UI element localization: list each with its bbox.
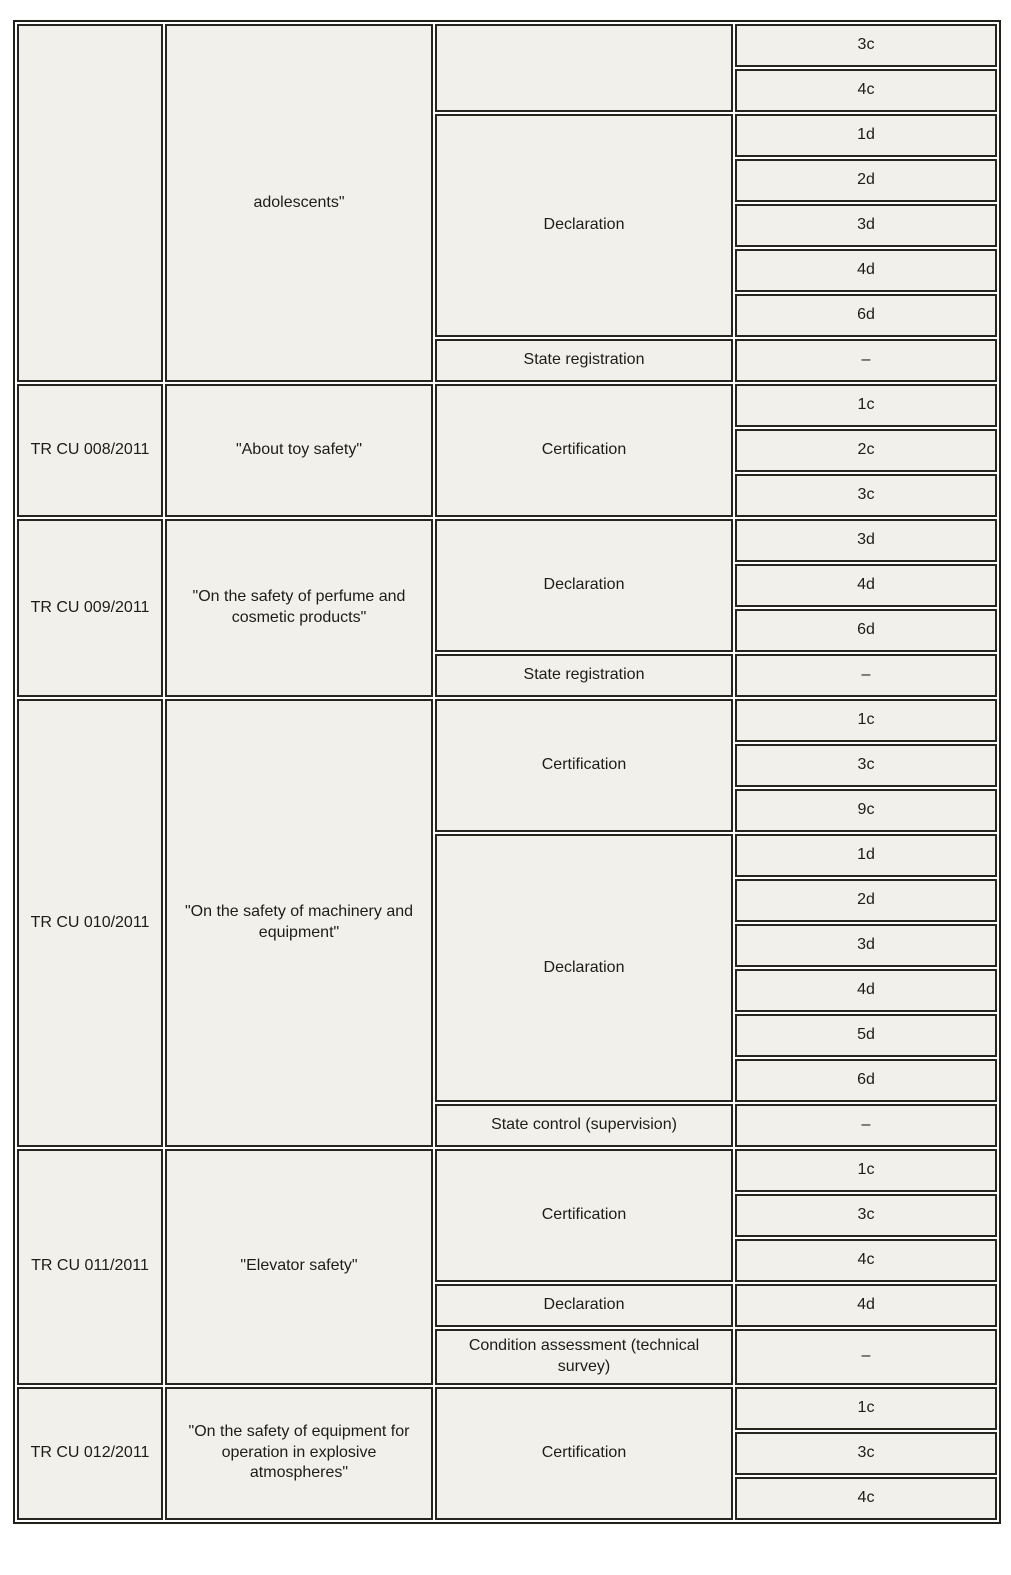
procedure-label: State registration <box>435 339 733 382</box>
procedure-list: Certification 1c 3c 9c Declaration 1d 2d 3d 4d 5d… <box>434 698 998 1148</box>
scheme-code: 4d <box>735 249 997 292</box>
regulation-group: TR CU 011/2011 "Elevator safety" Certifica… <box>16 1148 998 1386</box>
scheme-code: – <box>735 339 997 382</box>
regulation-code: TR CU 011/2011 <box>17 1149 163 1385</box>
scheme-code: 3d <box>735 204 997 247</box>
scheme-list: 1d 2d 3d 4d 5d 6d <box>734 833 998 1103</box>
scheme-list: – <box>734 338 998 383</box>
regulation-name: "On the safety of equipment for operatio… <box>165 1386 433 1520</box>
procedure-list: Certification 1c 3c 4c Declaration 4d Conditio… <box>434 1148 998 1386</box>
procedure-label: Certification <box>435 1386 733 1520</box>
scheme-code: 3d <box>735 924 997 967</box>
scheme-list: 3d 4d 6d <box>734 518 998 653</box>
procedure-label: Certification <box>435 384 733 517</box>
procedure-row: Declaration 1d 2d 3d 4d 6d <box>434 113 998 338</box>
scheme-list: 3c 4c <box>734 23 998 113</box>
regulation-code <box>17 24 163 382</box>
procedure-label: Declaration <box>435 1284 733 1327</box>
scheme-list: – <box>734 1328 998 1386</box>
procedure-row: Certification 1c 3c 4c <box>434 1148 998 1283</box>
regulation-group: TR CU 009/2011 "On the safety of perfume … <box>16 518 998 698</box>
procedure-label: Condition assessment (technical survey) <box>435 1329 733 1385</box>
scheme-code: 3c <box>735 744 997 787</box>
procedure-row: 3c 4c <box>434 23 998 113</box>
scheme-list: 1c 3c 4c <box>734 1148 998 1283</box>
procedure-label: Certification <box>435 1149 733 1282</box>
scheme-code: 1d <box>735 834 997 877</box>
scheme-list: 4d <box>734 1283 998 1328</box>
regulation-code: TR CU 009/2011 <box>17 519 163 697</box>
procedure-label: Declaration <box>435 114 733 337</box>
scheme-code: 4d <box>735 1284 997 1327</box>
procedure-label: State control (supervision) <box>435 1104 733 1147</box>
procedure-row: Certification 1c 3c 9c <box>434 698 998 833</box>
regulation-code: TR CU 010/2011 <box>17 699 163 1147</box>
scheme-code: – <box>735 1329 997 1385</box>
procedure-row: Declaration 4d <box>434 1283 998 1328</box>
regulation-name: "On the safety of perfume and cosmetic p… <box>165 519 433 697</box>
procedure-row: Certification 1c 3c 4c <box>434 1386 998 1521</box>
scheme-code: 1c <box>735 1386 997 1430</box>
regulation-name: "About toy safety" <box>165 384 433 517</box>
scheme-code: 6d <box>735 294 997 337</box>
procedure-label <box>435 24 733 112</box>
procedure-list: Declaration 3d 4d 6d State registration – <box>434 518 998 698</box>
regulation-code: TR CU 008/2011 <box>17 384 163 517</box>
procedure-row: Declaration 1d 2d 3d 4d 5d 6d <box>434 833 998 1103</box>
regulation-group: adolescents" 3c 4c Declaration 1d 2d 3d 4d 6d Sta… <box>16 23 998 383</box>
regulation-name: adolescents" <box>165 24 433 382</box>
procedure-label: State registration <box>435 654 733 697</box>
regulation-name: "On the safety of machinery and equipmen… <box>165 699 433 1147</box>
scheme-list: – <box>734 1103 998 1148</box>
scheme-code: – <box>735 1104 997 1147</box>
scheme-code: 3c <box>735 1431 997 1475</box>
scheme-code: 5d <box>735 1014 997 1057</box>
scheme-code: 1c <box>735 1149 997 1192</box>
procedure-row: State registration – <box>434 338 998 383</box>
scheme-code: 4c <box>735 1239 997 1282</box>
scheme-code: 4c <box>735 1476 997 1520</box>
procedure-label: Declaration <box>435 519 733 652</box>
regulation-code: TR CU 012/2011 <box>17 1386 163 1520</box>
procedure-row: Certification 1c 2c 3c <box>434 383 998 518</box>
scheme-list: – <box>734 653 998 698</box>
scheme-code: – <box>735 654 997 697</box>
regulation-group: TR CU 010/2011 "On the safety of machiner… <box>16 698 998 1148</box>
scheme-list: 1d 2d 3d 4d 6d <box>734 113 998 338</box>
procedure-row: State control (supervision) – <box>434 1103 998 1148</box>
regulations-table: adolescents" 3c 4c Declaration 1d 2d 3d 4d 6d Sta… <box>13 20 1001 1524</box>
scheme-code: 4d <box>735 969 997 1012</box>
scheme-list: 1c 3c 4c <box>734 1386 998 1521</box>
scheme-code: 2c <box>735 429 997 472</box>
regulation-name: "Elevator safety" <box>165 1149 433 1385</box>
scheme-code: 2d <box>735 879 997 922</box>
scheme-list: 1c 3c 9c <box>734 698 998 833</box>
scheme-code: 1d <box>735 114 997 157</box>
procedure-label: Declaration <box>435 834 733 1102</box>
procedure-list: 3c 4c Declaration 1d 2d 3d 4d 6d State registrat… <box>434 23 998 383</box>
scheme-code: 2d <box>735 159 997 202</box>
scheme-list: 1c 2c 3c <box>734 383 998 518</box>
procedure-list: Certification 1c 2c 3c <box>434 383 998 518</box>
scheme-code: 9c <box>735 789 997 832</box>
scheme-code: 3c <box>735 474 997 517</box>
scheme-code: 1c <box>735 699 997 742</box>
scheme-code: 4c <box>735 69 997 112</box>
scheme-code: 3c <box>735 24 997 67</box>
regulation-group: TR CU 008/2011 "About toy safety" Certific… <box>16 383 998 518</box>
scheme-code: 1c <box>735 384 997 427</box>
procedure-row: State registration – <box>434 653 998 698</box>
scheme-code: 3d <box>735 519 997 562</box>
regulation-group: TR CU 012/2011 "On the safety of equipmen… <box>16 1386 998 1521</box>
scheme-code: 3c <box>735 1194 997 1237</box>
procedure-row: Condition assessment (technical survey) – <box>434 1328 998 1386</box>
procedure-label: Certification <box>435 699 733 832</box>
scheme-code: 6d <box>735 609 997 652</box>
procedure-list: Certification 1c 3c 4c <box>434 1386 998 1521</box>
procedure-row: Declaration 3d 4d 6d <box>434 518 998 653</box>
scheme-code: 4d <box>735 564 997 607</box>
scheme-code: 6d <box>735 1059 997 1102</box>
